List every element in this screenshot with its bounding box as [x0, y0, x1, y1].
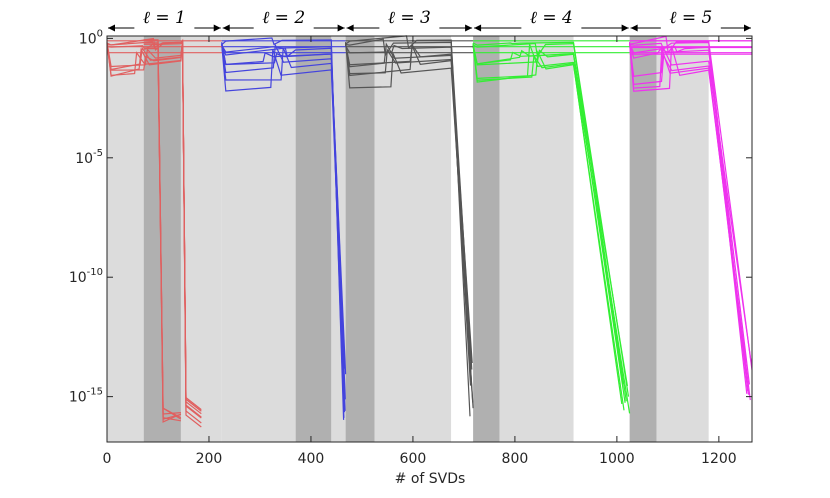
shade-region [499, 36, 574, 442]
shade-region [629, 36, 657, 442]
segment-label-bg [134, 9, 195, 31]
segment-label: ℓ = 4 [530, 8, 573, 28]
series-lines [106, 35, 753, 428]
series-line [629, 43, 747, 363]
plot-frame [106, 35, 753, 443]
series-line [345, 43, 472, 386]
x-tick-label: 0 [103, 451, 112, 467]
segment-label: ℓ = 5 [669, 8, 712, 28]
arrow-head-left [346, 24, 354, 32]
shade-region [180, 36, 222, 442]
segment-label: ℓ = 1 [143, 8, 186, 28]
arrow-head-left [474, 24, 482, 32]
arrow-head-left [108, 24, 115, 32]
segment-label: ℓ = 2 [262, 8, 305, 28]
x-tick-label: 1000 [599, 451, 635, 467]
segment-label-bg [253, 9, 314, 31]
shade-region [107, 36, 144, 442]
arrow-head-right [213, 24, 221, 32]
segment-label-bg [379, 9, 440, 31]
shade-region [345, 36, 375, 442]
arrow-head-right [621, 24, 629, 32]
series-line [143, 48, 182, 420]
series-line [472, 41, 630, 397]
arrow-head-right [465, 24, 473, 32]
segment-labels: ℓ = 1 ℓ = 2 ℓ = 3 ℓ = 4 ℓ = 5 [108, 8, 751, 32]
series-line [629, 41, 749, 392]
shade-region [374, 36, 452, 442]
x-tick-label: 800 [502, 451, 529, 467]
shade-region [473, 36, 500, 442]
segment-label-bg [660, 9, 721, 31]
x-tick-label: 600 [400, 451, 427, 467]
y-tick-label: 10-10 [69, 267, 103, 286]
series-line [472, 44, 623, 404]
shade-region [656, 36, 709, 442]
x-axis-label: # of SVDs [395, 471, 466, 487]
segment-label: ℓ = 3 [388, 8, 431, 28]
shade-region [295, 36, 332, 442]
y-tick-label: 10-5 [75, 148, 103, 167]
series-line [629, 42, 748, 394]
arrow-head-left [222, 24, 230, 32]
arrow-head-right [744, 24, 751, 32]
series-line [106, 37, 202, 412]
shade-region [221, 36, 296, 442]
y-tick-label: 100 [79, 28, 103, 47]
axes [106, 35, 753, 443]
arrow-head-right [337, 24, 345, 32]
y-tick-label: 10-15 [69, 387, 103, 406]
x-tick-label: 400 [298, 451, 325, 467]
x-ticks: 0 200 400 600 800 1000 1200 [103, 36, 737, 467]
x-tick-label: 1200 [701, 451, 737, 467]
segment-label-bg [521, 9, 582, 31]
y-ticks: 100 10-5 10-10 10-15 [69, 28, 752, 406]
arrow-head-left [630, 24, 638, 32]
x-tick-label: 200 [196, 451, 223, 467]
